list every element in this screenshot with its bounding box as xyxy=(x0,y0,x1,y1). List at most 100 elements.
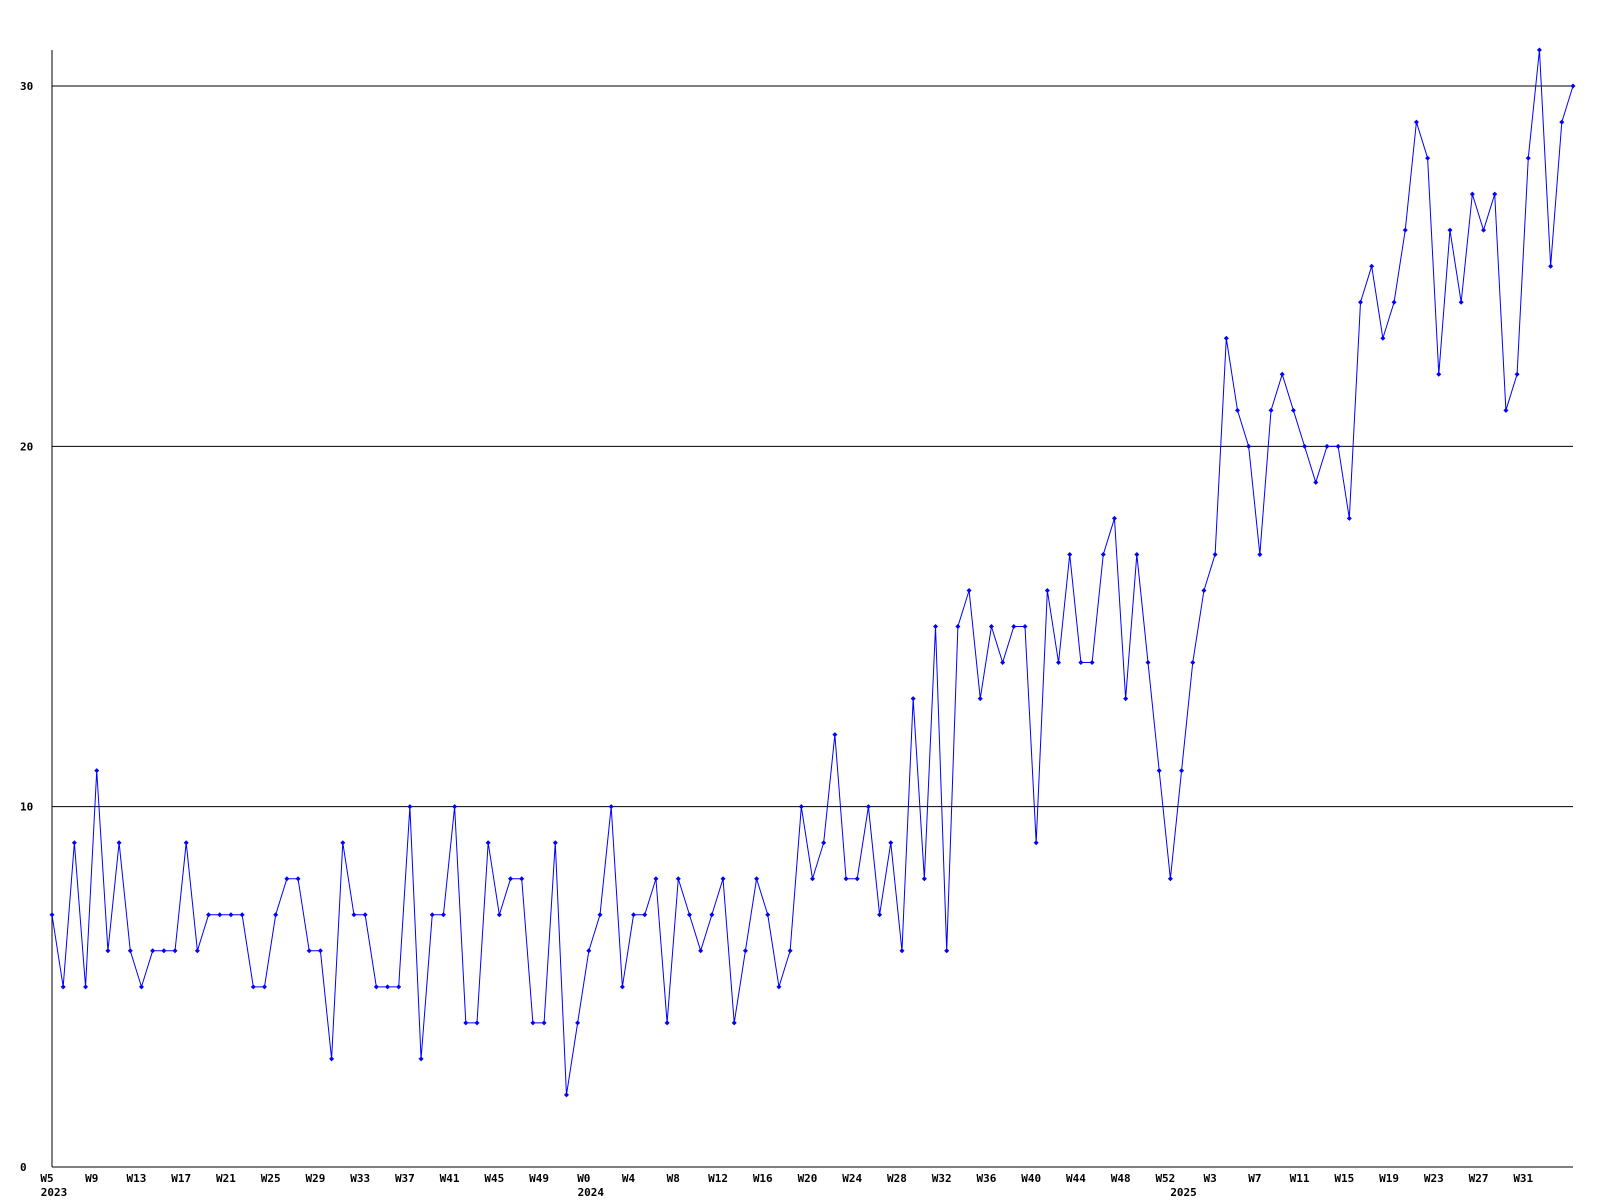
data-point xyxy=(754,876,760,882)
data-point xyxy=(1436,371,1442,377)
data-point xyxy=(1559,119,1565,125)
x-tick-label: W33 xyxy=(350,1172,370,1185)
data-point xyxy=(1548,263,1554,269)
data-point xyxy=(1044,587,1050,593)
data-point xyxy=(530,1020,536,1026)
data-point xyxy=(1458,299,1464,305)
data-point xyxy=(653,876,659,882)
data-point xyxy=(295,876,301,882)
data-point xyxy=(1212,551,1218,557)
data-point xyxy=(664,1020,670,1026)
data-point xyxy=(194,948,200,954)
data-point xyxy=(1358,299,1364,305)
data-point xyxy=(373,984,379,990)
data-point xyxy=(776,984,782,990)
data-point xyxy=(899,948,905,954)
x-tick-label: W25 xyxy=(261,1172,281,1185)
data-point xyxy=(1402,227,1408,233)
data-point xyxy=(1391,299,1397,305)
data-point xyxy=(910,696,916,702)
data-point xyxy=(1167,876,1173,882)
x-tick-label: W4 xyxy=(622,1172,636,1185)
data-point xyxy=(1514,371,1520,377)
data-point xyxy=(631,912,637,918)
data-point xyxy=(1056,660,1062,666)
data-point xyxy=(1201,587,1207,593)
data-point xyxy=(440,912,446,918)
data-point xyxy=(944,948,950,954)
data-point xyxy=(206,912,212,918)
data-point xyxy=(474,1020,480,1026)
data-point xyxy=(1067,551,1073,557)
data-point xyxy=(1324,443,1330,449)
data-point xyxy=(1000,660,1006,666)
x-tick-label: W48 xyxy=(1111,1172,1131,1185)
x-tick-label: W28 xyxy=(887,1172,907,1185)
data-point xyxy=(966,587,972,593)
data-point xyxy=(888,840,894,846)
data-point xyxy=(273,912,279,918)
data-point xyxy=(452,804,458,810)
data-point xyxy=(1223,335,1229,341)
data-point xyxy=(1257,551,1263,557)
x-tick-label: W5 xyxy=(40,1172,53,1185)
data-point xyxy=(161,948,167,954)
data-point xyxy=(351,912,357,918)
data-point xyxy=(787,948,793,954)
data-point xyxy=(843,876,849,882)
data-point xyxy=(71,840,77,846)
data-point xyxy=(1570,83,1576,89)
data-point xyxy=(608,804,614,810)
data-point xyxy=(284,876,290,882)
x-tick-label: W9 xyxy=(85,1172,98,1185)
data-point xyxy=(709,912,715,918)
data-point xyxy=(1536,47,1542,53)
data-point xyxy=(228,912,234,918)
x-tick-label: W45 xyxy=(484,1172,504,1185)
data-point xyxy=(1268,407,1274,413)
data-point xyxy=(552,840,558,846)
x-tick-label: W3 xyxy=(1203,1172,1216,1185)
data-point xyxy=(563,1092,569,1098)
data-point xyxy=(642,912,648,918)
data-point xyxy=(239,912,245,918)
x-tick-label: W20 xyxy=(798,1172,818,1185)
data-point xyxy=(83,984,89,990)
data-point xyxy=(508,876,514,882)
data-point xyxy=(1302,443,1308,449)
data-point xyxy=(854,876,860,882)
data-point xyxy=(1313,479,1319,485)
x-tick-label: W36 xyxy=(977,1172,997,1185)
data-point xyxy=(127,948,133,954)
data-point xyxy=(698,948,704,954)
data-point xyxy=(1246,443,1252,449)
data-point xyxy=(1022,624,1028,630)
data-point xyxy=(1156,768,1162,774)
data-point xyxy=(105,948,111,954)
data-point xyxy=(1503,407,1509,413)
data-point xyxy=(865,804,871,810)
data-point xyxy=(921,876,927,882)
data-point xyxy=(810,876,815,882)
data-point xyxy=(519,876,525,882)
data-point xyxy=(1413,119,1419,125)
x-tick-label: W40 xyxy=(1021,1172,1041,1185)
x-tick-label: W17 xyxy=(171,1172,191,1185)
x-tick-label: W7 xyxy=(1248,1172,1261,1185)
x-tick-label: W19 xyxy=(1379,1172,1399,1185)
x-tick-label: W12 xyxy=(708,1172,728,1185)
x-tick-label: W27 xyxy=(1469,1172,1489,1185)
data-point xyxy=(485,840,491,846)
x-tick-label: W49 xyxy=(529,1172,549,1185)
data-point xyxy=(1279,371,1285,377)
data-point xyxy=(396,984,402,990)
data-point xyxy=(575,1020,581,1026)
x-year-label: 2025 xyxy=(1170,1186,1197,1199)
data-point xyxy=(138,984,144,990)
data-point xyxy=(1469,191,1475,197)
data-point xyxy=(933,624,939,630)
x-tick-label: W21 xyxy=(216,1172,236,1185)
data-point xyxy=(1447,227,1453,233)
data-point xyxy=(1492,191,1498,197)
